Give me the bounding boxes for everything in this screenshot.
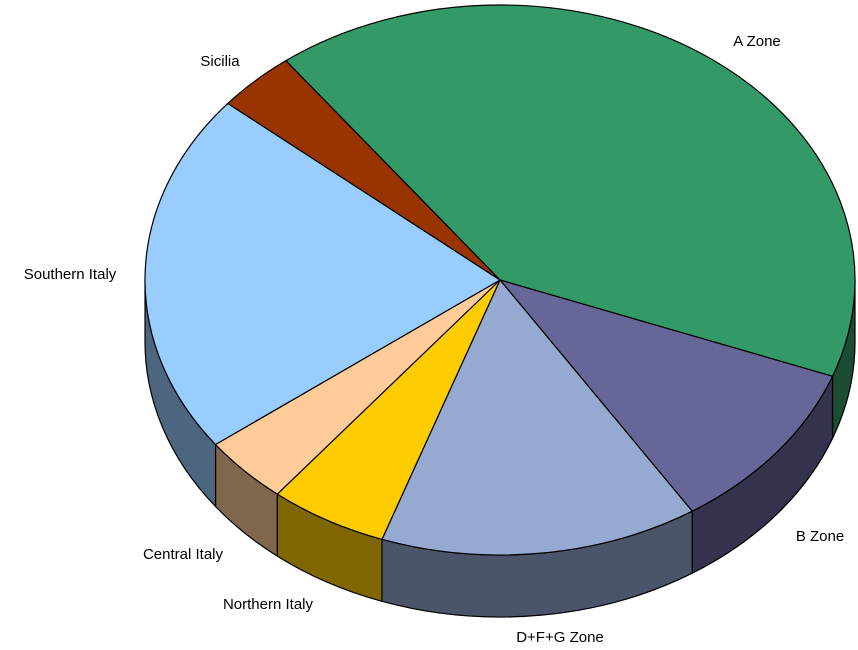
pie-slice <box>499 279 834 512</box>
pie-slice <box>144 102 501 446</box>
slice-label: Northern Italy <box>223 596 314 613</box>
slice-label: Sicilia <box>200 53 240 70</box>
slice-label: B Zone <box>796 528 844 545</box>
slice-label: Central Italy <box>143 546 224 563</box>
pie-slice <box>381 279 693 556</box>
pie-slice <box>285 4 856 377</box>
slice-label: A Zone <box>733 33 781 50</box>
pie-slice <box>227 60 501 281</box>
slice-label: D+F+G Zone <box>516 629 604 646</box>
slice-label: Southern Italy <box>24 266 117 283</box>
